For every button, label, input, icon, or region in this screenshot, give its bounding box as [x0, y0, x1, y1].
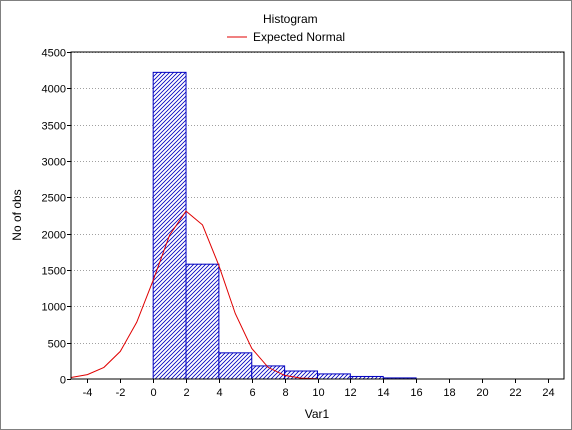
- histogram-bar: [185, 263, 220, 380]
- y-tick-label: 4000: [42, 84, 66, 96]
- legend-histogram-swatch: [236, 11, 334, 27]
- x-tick-label: -4: [83, 387, 93, 399]
- y-axis: 0 500 1000 1500 2000 2500 3000 3500 4000 4500: [42, 48, 71, 387]
- legend-normal-label: Expected Normal: [253, 30, 345, 44]
- x-tick-label: 2: [183, 387, 189, 399]
- x-tick-label: 16: [410, 387, 422, 399]
- y-tick-label: 2500: [42, 193, 66, 205]
- expected-normal-line: [71, 210, 318, 379]
- x-tick-label: 8: [282, 387, 288, 399]
- y-axis-title: No of obs: [10, 189, 24, 240]
- plot-border: [70, 51, 565, 380]
- x-tick-label: 24: [542, 387, 554, 399]
- x-tick-label: 0: [150, 387, 156, 399]
- x-axis-title: Var1: [305, 407, 330, 421]
- x-tick-label: 18: [443, 387, 455, 399]
- x-tick-label: 12: [344, 387, 356, 399]
- histogram-bar: [152, 71, 187, 380]
- y-tick-label: 4500: [42, 48, 66, 60]
- x-tick-label: -2: [116, 387, 126, 399]
- y-tick-label: 3500: [42, 121, 66, 133]
- grid-lines: [71, 52, 564, 344]
- histogram-bars: [152, 71, 417, 380]
- x-tick-label: 20: [476, 387, 488, 399]
- y-tick-label: 2000: [42, 230, 66, 242]
- x-tick-label: 6: [249, 387, 255, 399]
- x-tick-label: 14: [377, 387, 389, 399]
- x-axis: -4 -2 0 2 4 6 8 10 12 14 16 18 20 22 24: [83, 379, 555, 399]
- y-tick-label: 1000: [42, 302, 66, 314]
- y-tick-label: 500: [48, 339, 66, 351]
- x-tick-label: 10: [312, 387, 324, 399]
- expected-normal-layer: [71, 210, 318, 379]
- y-tick-label: 3000: [42, 157, 66, 169]
- y-tick-label: 1500: [42, 266, 66, 278]
- x-tick-label: 4: [216, 387, 222, 399]
- x-tick-label: 22: [509, 387, 521, 399]
- y-tick-label: 0: [60, 375, 66, 387]
- histogram-bar: [317, 373, 351, 380]
- legend: Histogram Expected Normal: [227, 11, 345, 44]
- histogram-bar: [218, 352, 253, 380]
- legend-histogram-label: Histogram: [263, 12, 318, 26]
